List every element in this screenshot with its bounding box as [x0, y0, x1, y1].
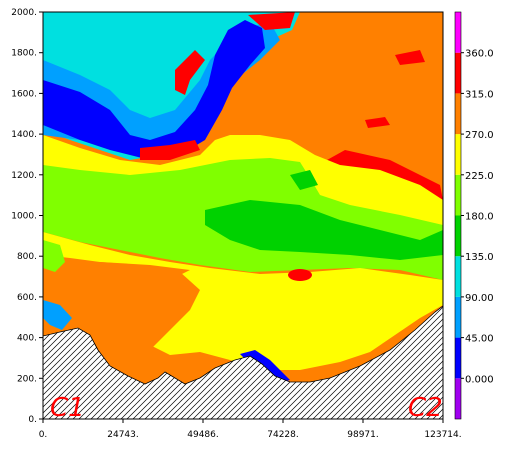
colorbar-label: 270.0	[465, 130, 494, 141]
x-tick-label: 74228.	[267, 430, 299, 440]
x-tick-label: 0.	[39, 430, 48, 440]
y-tick-label: 1000.	[11, 212, 37, 222]
colorbar-swatch	[455, 337, 461, 379]
colorbar-swatch	[455, 215, 461, 257]
y-tick-label: 1600.	[11, 89, 37, 99]
x-tick-label: 98971.	[347, 430, 379, 440]
colorbar-label: 225.0	[465, 171, 494, 182]
x-axis: 0. 24743. 49486. 74228. 98971. 123714.	[39, 419, 462, 440]
x-tick-label: 123714.	[424, 430, 461, 440]
colorbar-swatch	[455, 134, 461, 175]
region-blue-bottom-left	[43, 300, 72, 330]
y-tick-label: 600.	[17, 293, 37, 303]
region-green	[205, 170, 443, 260]
colorbar-label: 180.0	[465, 212, 494, 223]
colorbar-swatch	[455, 12, 461, 53]
region-blue	[43, 20, 265, 160]
contour-field	[43, 12, 443, 419]
x-tick-label: 24743.	[107, 430, 139, 440]
colorbar-label: 360.0	[465, 49, 494, 60]
region-yellow-lower	[43, 232, 443, 370]
region-red-upper	[140, 12, 295, 160]
y-axis: 0. 200. 400. 600. 800. 1000. 1200. 1400. 1600. 18…	[11, 8, 43, 425]
y-tick-label: 800.	[17, 252, 37, 262]
y-tick-label: 200.	[17, 374, 37, 384]
colorbar-swatch	[455, 256, 461, 297]
y-tick-label: 1400.	[11, 130, 37, 140]
section-label-left: C1	[50, 393, 85, 423]
terrain-hatch	[43, 305, 443, 419]
region-red-right	[318, 50, 443, 200]
y-tick-label: 2000.	[11, 8, 37, 18]
y-tick-label: 1800.	[11, 49, 37, 59]
section-label-right: C2	[408, 393, 443, 423]
colorbar-label: 0.000	[465, 374, 494, 385]
y-tick-label: 400.	[17, 334, 37, 344]
colorbar-swatch	[455, 378, 461, 419]
colorbar-swatch	[455, 174, 461, 216]
colorbar-label: 135.0	[465, 252, 494, 263]
colorbar-label: 45.00	[465, 334, 494, 345]
y-tick-label: 0.	[28, 415, 37, 425]
x-tick-label: 49486.	[187, 430, 219, 440]
colorbar-swatch	[455, 296, 461, 338]
region-red-mid	[288, 269, 312, 281]
colorbar: 0.000 45.00 90.00 135.0 180.0 225.0 270.0 315.0…	[454, 11, 494, 420]
colorbar-swatch	[455, 93, 461, 135]
colorbar-label: 315.0	[465, 89, 494, 100]
colorbar-label: 90.00	[465, 293, 494, 304]
y-tick-label: 1200.	[11, 171, 37, 181]
colorbar-swatch	[455, 52, 461, 94]
region-lime-bottom	[43, 240, 65, 272]
